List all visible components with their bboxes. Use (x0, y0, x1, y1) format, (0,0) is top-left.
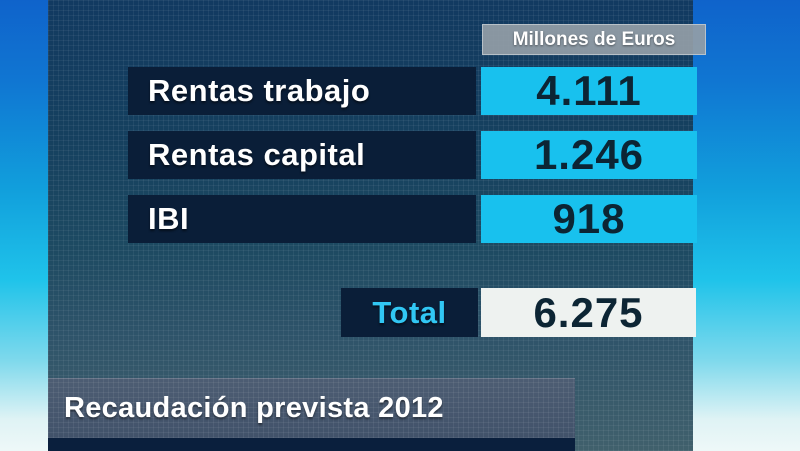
row-value-rentas-trabajo: 4.111 (481, 67, 697, 115)
row-label-rentas-trabajo: Rentas trabajo (128, 67, 476, 115)
row-value-rentas-capital: 1.246 (481, 131, 697, 179)
graphic-panel: Millones de Euros Rentas trabajo 4.111 R… (48, 0, 706, 451)
row-label-rentas-capital: Rentas capital (128, 131, 476, 179)
unit-header: Millones de Euros (482, 24, 706, 55)
lower-third-band (48, 438, 575, 451)
total-label: Total (341, 288, 478, 337)
caption-title: Recaudación prevista 2012 (48, 378, 575, 438)
row-value-ibi: 918 (481, 195, 697, 243)
row-label-ibi: IBI (128, 195, 476, 243)
total-value: 6.275 (481, 288, 696, 337)
